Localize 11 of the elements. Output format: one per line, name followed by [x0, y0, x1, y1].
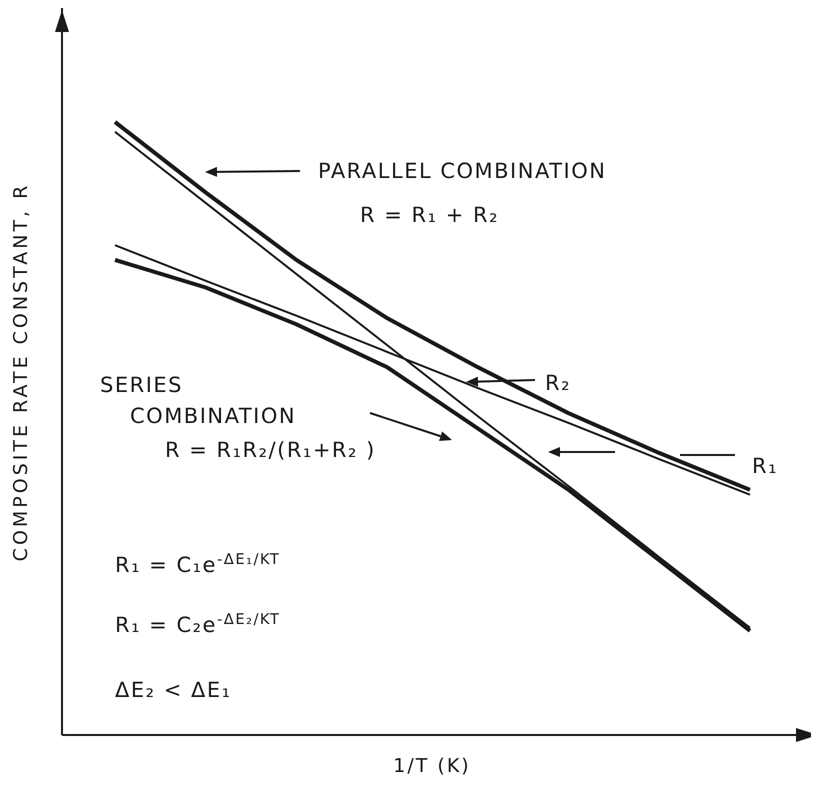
annotation: R = R₁R₂/(R₁+R₂ ) [165, 438, 376, 462]
y-axis-title: COMPOSITE RATE CONSTANT, R [10, 182, 32, 562]
text: SERIES COMBINATION [100, 373, 296, 428]
annotation: R = R₁ + R₂ [360, 203, 500, 227]
legend-label: R₂ [545, 371, 572, 395]
annotation: ΔE₂ < ΔE₁ [115, 678, 232, 702]
annotation: R₁ = C₁e$^{-ΔE₁/KT}$ [115, 550, 280, 577]
annotation: R₁ = C₂e$^{-ΔE₂/KT}$ [115, 610, 280, 637]
legend-label: R₁ [752, 454, 778, 478]
x-axis-title: 1/T (K) [393, 755, 471, 777]
legend-label: PARALLEL COMBINATION [318, 159, 606, 183]
